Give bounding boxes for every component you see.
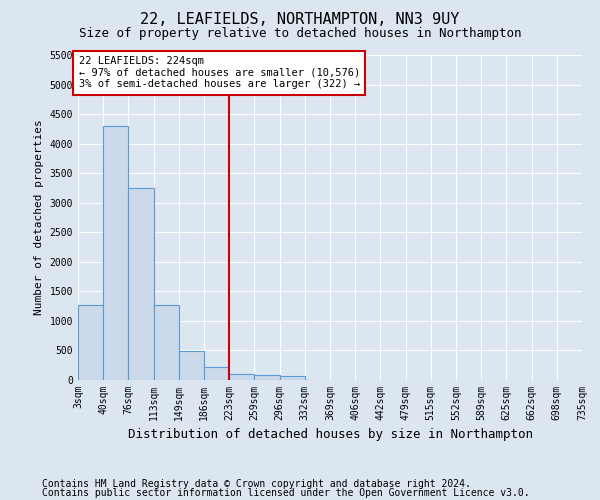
Bar bbox=[229, 374, 254, 380]
X-axis label: Distribution of detached houses by size in Northampton: Distribution of detached houses by size … bbox=[128, 428, 533, 442]
Text: Contains HM Land Registry data © Crown copyright and database right 2024.: Contains HM Land Registry data © Crown c… bbox=[42, 479, 471, 489]
Bar bbox=[254, 376, 280, 380]
Bar bbox=[179, 351, 204, 380]
Bar bbox=[128, 188, 154, 380]
Bar bbox=[103, 126, 128, 380]
Text: 22 LEAFIELDS: 224sqm
← 97% of detached houses are smaller (10,576)
3% of semi-de: 22 LEAFIELDS: 224sqm ← 97% of detached h… bbox=[79, 56, 360, 90]
Text: 22, LEAFIELDS, NORTHAMPTON, NN3 9UY: 22, LEAFIELDS, NORTHAMPTON, NN3 9UY bbox=[140, 12, 460, 28]
Text: Size of property relative to detached houses in Northampton: Size of property relative to detached ho… bbox=[79, 28, 521, 40]
Bar bbox=[280, 376, 305, 380]
Bar bbox=[78, 305, 103, 380]
Bar bbox=[204, 367, 229, 380]
Y-axis label: Number of detached properties: Number of detached properties bbox=[34, 120, 44, 316]
Text: Contains public sector information licensed under the Open Government Licence v3: Contains public sector information licen… bbox=[42, 488, 530, 498]
Bar bbox=[154, 305, 179, 380]
